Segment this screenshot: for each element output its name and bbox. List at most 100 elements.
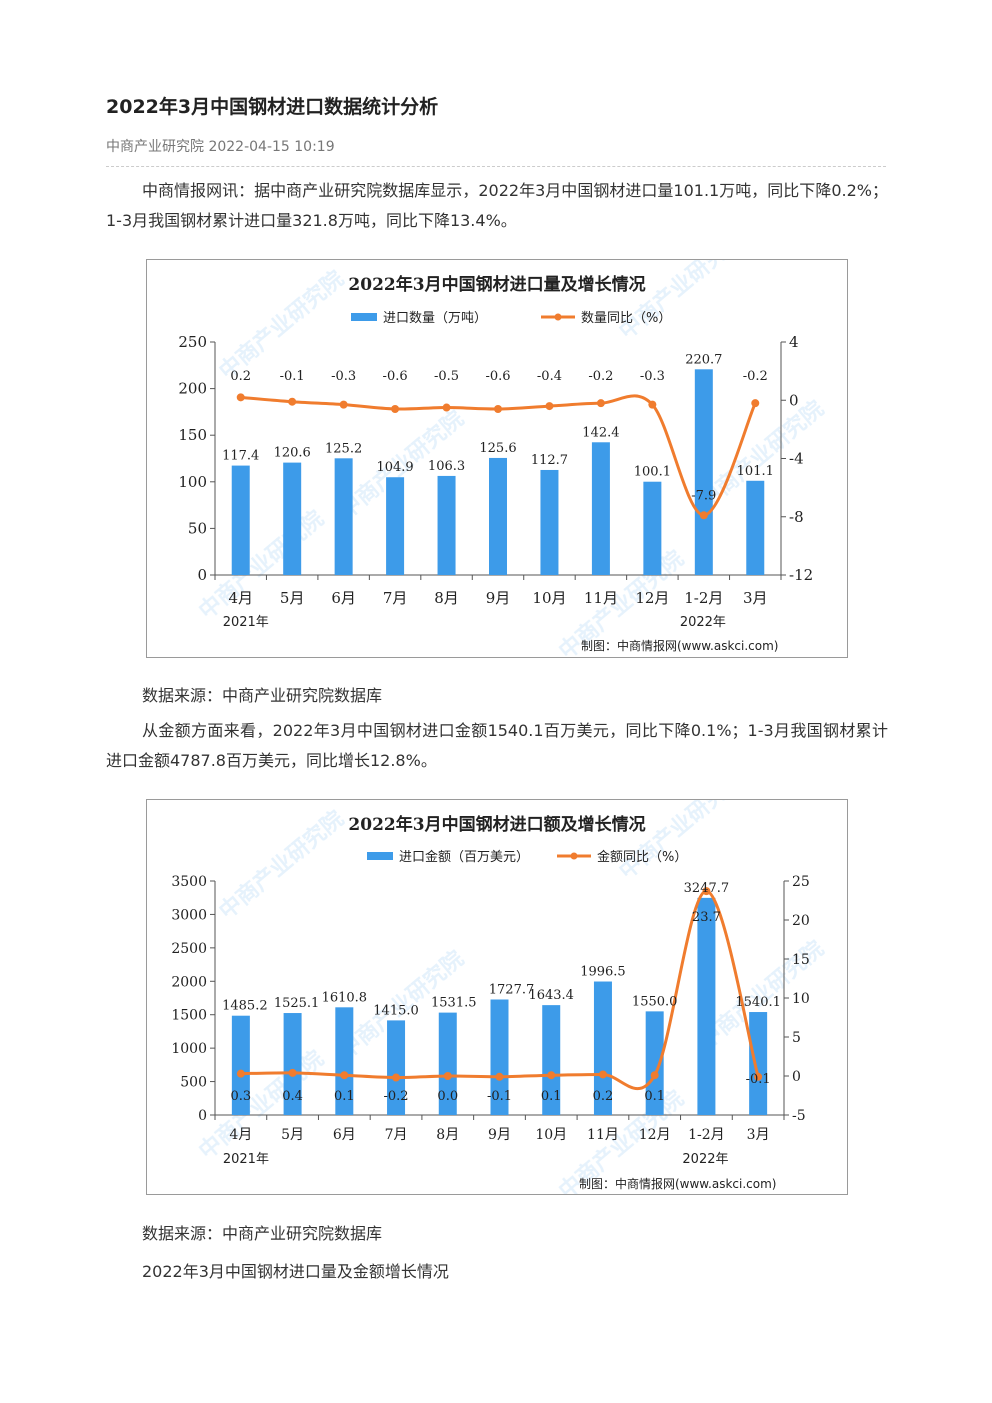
- bar: [697, 897, 716, 1115]
- growth-point: [442, 403, 451, 412]
- line-value-label: -0.2: [588, 369, 613, 384]
- bar-value-label: 142.4: [582, 425, 619, 440]
- bar: [593, 981, 612, 1115]
- category-label: 6月: [333, 1127, 356, 1143]
- bar-value-label: 1525.1: [274, 996, 320, 1011]
- bar: [387, 1020, 406, 1115]
- bar-value-label: 1485.2: [222, 999, 268, 1014]
- bar: [283, 1013, 302, 1115]
- bar: [749, 1012, 768, 1115]
- growth-point: [754, 1072, 763, 1081]
- category-label: 7月: [383, 589, 408, 607]
- divider: [106, 166, 886, 167]
- chart-credit: 制图：中商情报网(www.askci.com): [581, 638, 778, 653]
- category-label: 3月: [743, 589, 768, 607]
- bar: [231, 1015, 250, 1115]
- chart-credit: 制图：中商情报网(www.askci.com): [579, 1176, 776, 1191]
- growth-point: [699, 511, 708, 520]
- left-tick-label: 100: [178, 473, 207, 491]
- paragraph-1: 中商情报网讯：据中商产业研究院数据库显示，2022年3月中国钢材进口量101.1…: [106, 181, 888, 230]
- growth-line: [240, 394, 757, 517]
- bar: [335, 1007, 354, 1115]
- left-tick-label: 0: [197, 566, 207, 584]
- growth-point: [495, 1072, 504, 1081]
- growth-point: [596, 399, 605, 408]
- category-label: 5月: [280, 589, 305, 607]
- left-tick-label: 500: [180, 1075, 207, 1091]
- legend-line-marker: [570, 852, 578, 860]
- bar-value-label: 117.4: [222, 449, 259, 464]
- bar-value-label: 3247.7: [684, 881, 730, 896]
- growth-point: [288, 1068, 297, 1077]
- right-tick-label: -4: [789, 450, 804, 468]
- right-tick-label: 10: [792, 991, 810, 1007]
- watermark-text: 中商产业研究院: [214, 806, 349, 925]
- year-label-2021: 2021年: [223, 615, 269, 630]
- year-label-2022: 2022年: [680, 615, 726, 630]
- line-value-label: -0.6: [485, 369, 510, 384]
- growth-point: [392, 1073, 401, 1082]
- bar: [643, 481, 662, 575]
- right-tick-label: 0: [792, 1069, 801, 1085]
- category-label: 9月: [488, 1127, 511, 1143]
- bar-value-label: 125.6: [479, 441, 516, 456]
- bar-value-label: 104.9: [376, 460, 413, 475]
- bar: [386, 477, 405, 575]
- legend-line-label: 金额同比（%）: [597, 849, 687, 865]
- right-tick-label: 20: [792, 913, 810, 929]
- category-label: 12月: [635, 589, 669, 607]
- category-label: 8月: [434, 589, 459, 607]
- right-tick-label: -8: [789, 508, 804, 526]
- left-tick-label: 200: [178, 380, 207, 398]
- left-tick-label: 3500: [171, 874, 207, 890]
- growth-point: [648, 400, 657, 409]
- line-value-label: 0.0: [437, 1089, 458, 1104]
- right-tick-label: 5: [792, 1030, 801, 1046]
- bar-value-label: 1643.4: [528, 988, 574, 1003]
- right-tick-label: 0: [789, 391, 799, 409]
- line-value-label: -0.1: [746, 1072, 771, 1087]
- chart-2-frame: 中商产业研究院 中商产业研究院 中商产业研究院 中商产业研究院 中商产业研究院 中商产业研…: [146, 799, 848, 1195]
- left-tick-label: 2000: [171, 974, 207, 990]
- watermark-text: 中商产业研究院: [214, 266, 349, 385]
- line-value-label: -0.3: [640, 369, 665, 384]
- bar-value-label: 125.2: [325, 441, 362, 456]
- right-tick-label: 4: [789, 333, 799, 351]
- bar: [591, 442, 610, 575]
- source-1: 数据来源：中商产业研究院数据库: [142, 686, 383, 705]
- line-value-label: -0.4: [537, 369, 562, 384]
- right-tick-label: 25: [792, 874, 810, 890]
- legend-bar-swatch: [367, 852, 393, 860]
- bar: [540, 469, 559, 575]
- growth-point: [545, 402, 554, 411]
- watermark-text: 中商产业研究院: [194, 506, 329, 625]
- right-tick-label: -12: [789, 566, 813, 584]
- left-tick-label: 50: [188, 519, 207, 537]
- article-title: 2022年3月中国钢材进口数据统计分析: [106, 96, 439, 118]
- bar-value-label: 1415.0: [373, 1003, 419, 1018]
- paragraph-2: 从金额方面来看，2022年3月中国钢材进口金额1540.1百万美元，同比下降0.…: [106, 721, 888, 770]
- year-label-2021: 2021年: [223, 1152, 269, 1167]
- category-label: 4月: [229, 1127, 252, 1143]
- bar: [694, 369, 713, 575]
- line-value-label: 0.3: [231, 1089, 252, 1104]
- left-tick-label: 250: [178, 333, 207, 351]
- bar-value-label: 100.1: [634, 465, 671, 480]
- category-label: 5月: [281, 1127, 304, 1143]
- bar: [334, 458, 353, 575]
- caption: 2022年3月中国钢材进口量及金额增长情况: [142, 1262, 449, 1281]
- year-label-2022: 2022年: [682, 1152, 728, 1167]
- growth-point: [340, 1071, 349, 1080]
- bar: [438, 1012, 457, 1115]
- line-value-label: 0.2: [230, 369, 251, 384]
- left-tick-label: 1500: [171, 1008, 207, 1024]
- line-value-label: -0.2: [384, 1089, 409, 1104]
- watermark-text: 中商产业研究院: [194, 1046, 329, 1165]
- watermark-text: 中商产业研究院: [614, 800, 749, 885]
- bar: [489, 457, 507, 575]
- bar: [231, 465, 250, 575]
- bar: [645, 1011, 664, 1115]
- line-value-label: 0.2: [593, 1089, 614, 1104]
